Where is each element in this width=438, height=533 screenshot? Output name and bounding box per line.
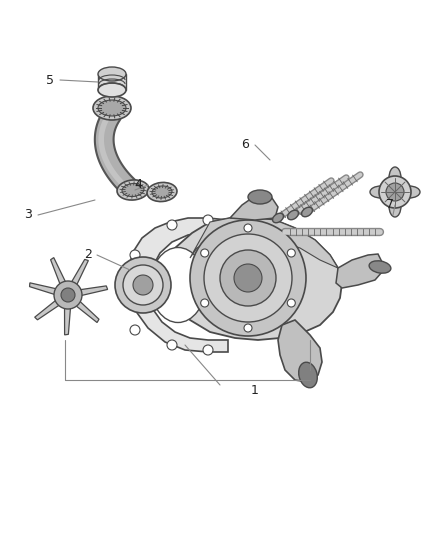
Text: 5: 5 xyxy=(46,74,54,86)
Polygon shape xyxy=(230,196,278,220)
Polygon shape xyxy=(65,260,88,297)
Circle shape xyxy=(54,281,82,309)
Text: 2: 2 xyxy=(84,248,92,262)
Circle shape xyxy=(115,257,171,313)
Ellipse shape xyxy=(299,362,317,388)
Ellipse shape xyxy=(302,207,312,217)
Polygon shape xyxy=(98,74,126,90)
Ellipse shape xyxy=(248,190,272,204)
Ellipse shape xyxy=(93,96,131,120)
Circle shape xyxy=(201,249,208,257)
Ellipse shape xyxy=(98,100,126,116)
Ellipse shape xyxy=(389,167,401,189)
Polygon shape xyxy=(50,257,71,296)
Ellipse shape xyxy=(122,183,144,197)
Circle shape xyxy=(203,215,213,225)
Circle shape xyxy=(244,324,252,332)
Circle shape xyxy=(167,340,177,350)
Circle shape xyxy=(234,264,262,292)
Ellipse shape xyxy=(369,261,391,273)
Polygon shape xyxy=(66,293,99,322)
Circle shape xyxy=(167,220,177,230)
Circle shape xyxy=(287,249,295,257)
Polygon shape xyxy=(155,218,342,340)
Circle shape xyxy=(244,224,252,232)
Ellipse shape xyxy=(152,186,172,198)
Circle shape xyxy=(190,220,306,336)
Circle shape xyxy=(201,299,208,307)
Circle shape xyxy=(130,250,140,260)
Ellipse shape xyxy=(98,83,126,97)
Circle shape xyxy=(130,325,140,335)
Ellipse shape xyxy=(398,186,420,198)
Circle shape xyxy=(287,299,295,307)
Ellipse shape xyxy=(389,195,401,217)
Text: 4: 4 xyxy=(134,179,142,191)
Circle shape xyxy=(61,288,75,302)
Circle shape xyxy=(379,176,411,208)
Circle shape xyxy=(220,250,276,306)
Text: 6: 6 xyxy=(241,139,249,151)
Circle shape xyxy=(123,265,163,305)
Circle shape xyxy=(203,345,213,355)
Polygon shape xyxy=(67,286,108,298)
Circle shape xyxy=(386,183,404,201)
Ellipse shape xyxy=(98,67,126,81)
Circle shape xyxy=(133,275,153,295)
Polygon shape xyxy=(336,254,382,288)
Ellipse shape xyxy=(288,210,298,220)
Polygon shape xyxy=(64,295,71,335)
Polygon shape xyxy=(125,218,228,352)
Ellipse shape xyxy=(147,182,177,201)
Text: 1: 1 xyxy=(251,384,259,397)
Ellipse shape xyxy=(272,213,283,223)
Circle shape xyxy=(204,234,292,322)
Polygon shape xyxy=(35,292,70,320)
Ellipse shape xyxy=(117,180,149,200)
Polygon shape xyxy=(190,218,338,268)
Polygon shape xyxy=(29,283,69,298)
Ellipse shape xyxy=(370,186,392,198)
Ellipse shape xyxy=(151,247,205,322)
Text: 3: 3 xyxy=(24,208,32,222)
Polygon shape xyxy=(278,320,322,382)
Text: 7: 7 xyxy=(386,198,394,212)
